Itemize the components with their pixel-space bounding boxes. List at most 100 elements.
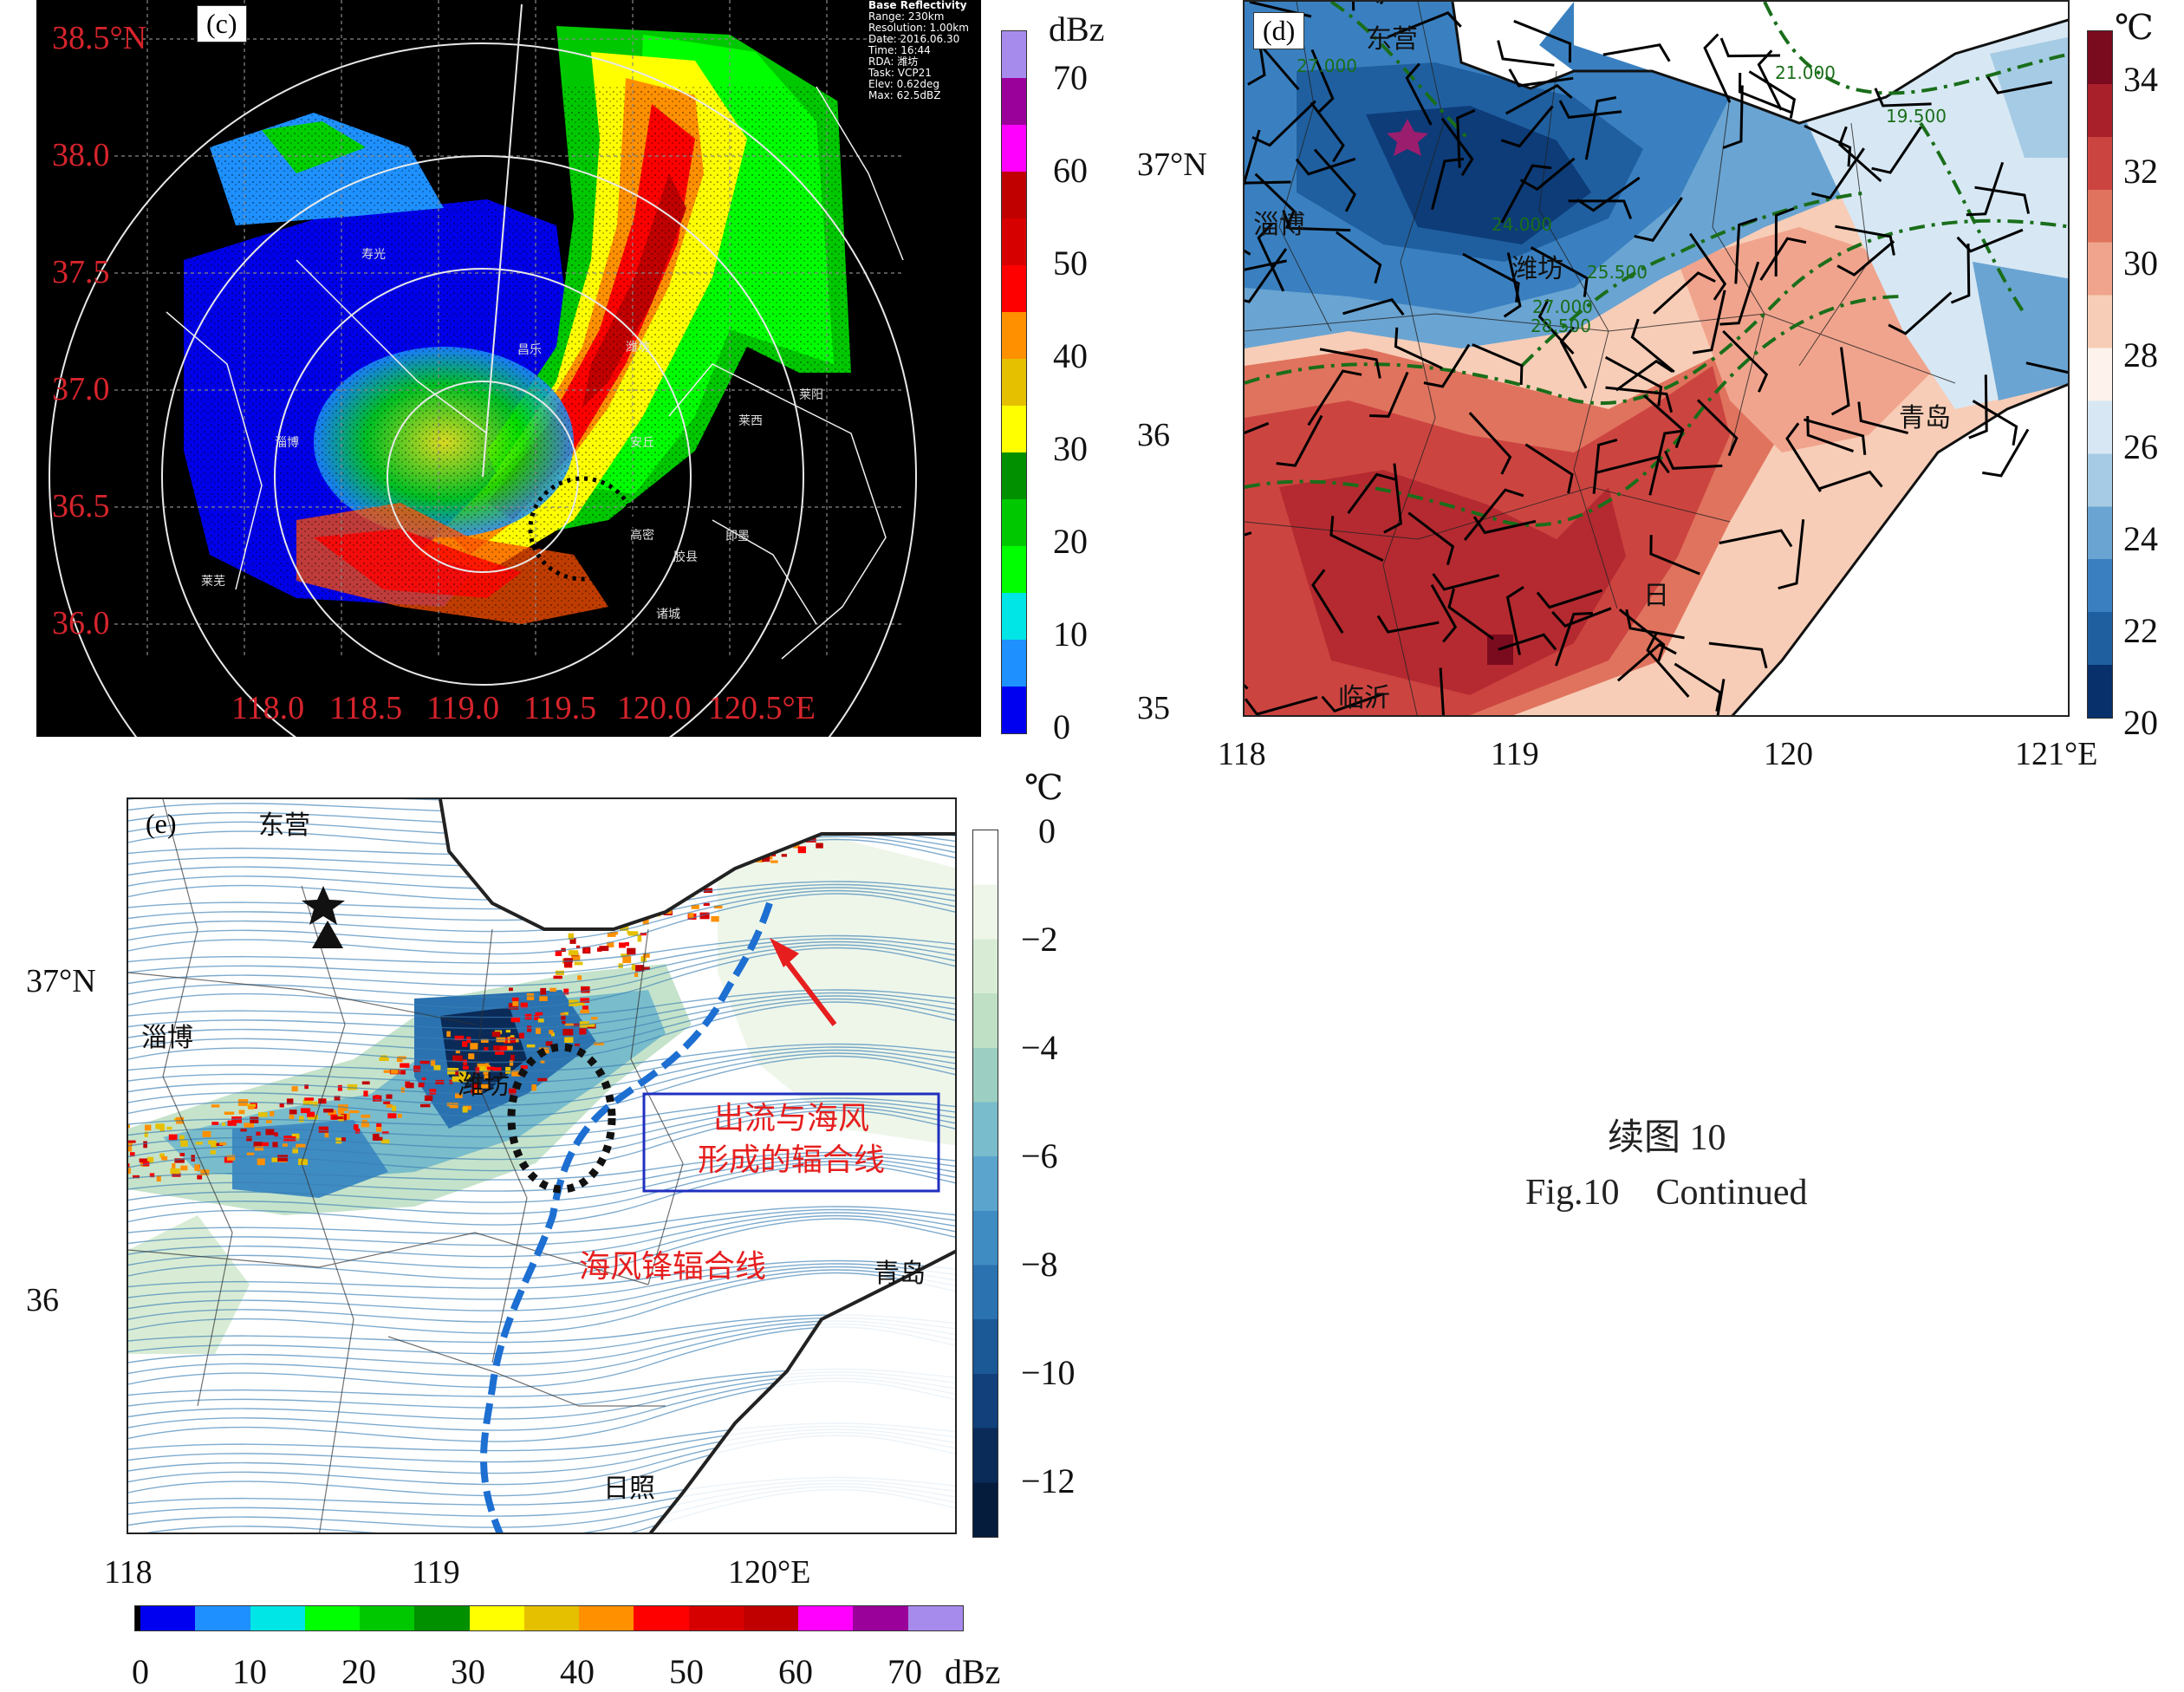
colorbar-tick: −6 [1021, 1136, 1058, 1176]
echo-cell [531, 1084, 536, 1090]
echo-cell [292, 1086, 298, 1091]
lon-tick: 118 [1218, 735, 1266, 773]
echo-cell [246, 1136, 252, 1142]
echo-cell [484, 1047, 488, 1051]
city-label: 胶县 [673, 548, 698, 565]
city-label: 淄博 [275, 433, 299, 451]
panel-c-label: (c) [197, 5, 247, 42]
echo-cell [398, 1114, 402, 1118]
contour-label: 27.000 [1297, 55, 1357, 76]
colorbar-tick: 22 [2123, 610, 2158, 651]
echo-cell [219, 1142, 226, 1145]
lat-tick: 36 [1137, 416, 1170, 454]
echo-cell [289, 1110, 297, 1114]
colorbar-segment [470, 1606, 524, 1630]
echo-cell [401, 1088, 405, 1093]
colorbar-tick: 40 [560, 1651, 595, 1692]
echo-cell [256, 1132, 260, 1136]
echo-cell [270, 1111, 274, 1116]
colorbar-segment [250, 1606, 305, 1630]
echo-cell [361, 1115, 371, 1118]
colorbar-tick: 34 [2123, 59, 2158, 100]
lat-tick: 36.0 [52, 604, 110, 642]
echo-cell [425, 1096, 432, 1101]
city-label: 日 [1643, 574, 1669, 612]
echo-cell [384, 1071, 391, 1073]
colorbar-tick: 60 [1053, 150, 1088, 191]
echo-cell [711, 916, 718, 922]
lon-tick: 119 [412, 1553, 460, 1591]
colorbar-segment [195, 1606, 250, 1630]
echo-cell [536, 1012, 543, 1016]
echo-cell [538, 1018, 544, 1022]
echo-cell [272, 1157, 278, 1162]
temperature-colorbar [2087, 30, 2113, 719]
echo-cell [575, 962, 583, 966]
lon-tick: 118.0 [231, 689, 304, 727]
echo-cell [387, 1113, 396, 1118]
colorbar-tick: 50 [1053, 243, 1088, 283]
city-label: 淄博 [1253, 203, 1305, 241]
radar-colorbar [1001, 30, 1027, 734]
echo-cell [301, 1108, 310, 1113]
colorbar-segment [908, 1606, 963, 1630]
echo-cell [362, 1082, 370, 1085]
echo-cell [400, 1070, 406, 1074]
echo-cell [179, 1136, 185, 1142]
echo-cell [564, 962, 572, 968]
echo-cell [196, 1142, 203, 1144]
echo-cell [619, 942, 626, 947]
caption-en: Fig.10 Continued [1525, 1172, 1808, 1214]
info-line: Max: 62.5dBZ [868, 90, 969, 101]
colorbar-tick: 20 [1053, 521, 1088, 562]
echo-cell [564, 1037, 573, 1043]
echo-cell [627, 948, 635, 955]
echo-cell [782, 854, 787, 856]
colorbar-tick: 0 [1038, 810, 1056, 851]
echo-cell [323, 1109, 334, 1112]
echo-cell [375, 1137, 382, 1141]
echo-cell [521, 1003, 528, 1007]
colorbar-unit: dBz [945, 1651, 1000, 1692]
city-label: 潍坊 [626, 338, 650, 355]
colorbar-tick: 70 [1053, 57, 1088, 98]
echo-cell [585, 949, 588, 953]
reflectivity-colorbar [134, 1605, 964, 1631]
colorbar-tick: −8 [1021, 1244, 1058, 1285]
echo-cell [500, 1046, 507, 1051]
lon-tick: 120.5°E [708, 689, 816, 727]
echo-cell [376, 1127, 381, 1132]
city-label: 安丘 [630, 433, 654, 451]
colorbar-segment [360, 1606, 414, 1630]
echo-cell [172, 1136, 177, 1140]
echo-cell [422, 1077, 426, 1080]
lon-tick: 119 [1491, 735, 1539, 773]
city-label: 莱芜 [201, 572, 225, 589]
echo-cell [266, 1129, 275, 1136]
echo-cell [632, 964, 635, 970]
colorbar-tick: −2 [1021, 919, 1058, 960]
echo-cell [197, 1175, 202, 1180]
echo-cell [244, 1123, 254, 1127]
city-label: 莱西 [738, 412, 763, 429]
echo-cell [539, 996, 548, 1001]
city-label: 诸城 [656, 605, 680, 622]
colorbar-segment [414, 1606, 469, 1630]
echo-cell [622, 956, 631, 963]
echo-cell [170, 1168, 179, 1174]
colorbar-unit: dBz [1049, 9, 1104, 49]
colorbar-segment [524, 1606, 579, 1630]
echo-cell [194, 1164, 199, 1171]
city-label: 即墨 [725, 527, 750, 544]
echo-cell [387, 1104, 393, 1108]
colorbar-tick: 40 [1053, 335, 1088, 376]
echo-cell [333, 1116, 343, 1119]
lat-tick: 36.5 [52, 487, 110, 525]
echo-cell [634, 973, 638, 977]
echo-cell [510, 1055, 515, 1061]
lat-tick: 37°N [1137, 146, 1207, 184]
lat-tick: 36 [26, 1281, 59, 1319]
city-label: 东营 [258, 804, 310, 842]
echo-cell [554, 976, 562, 979]
echo-cell [338, 1110, 344, 1115]
